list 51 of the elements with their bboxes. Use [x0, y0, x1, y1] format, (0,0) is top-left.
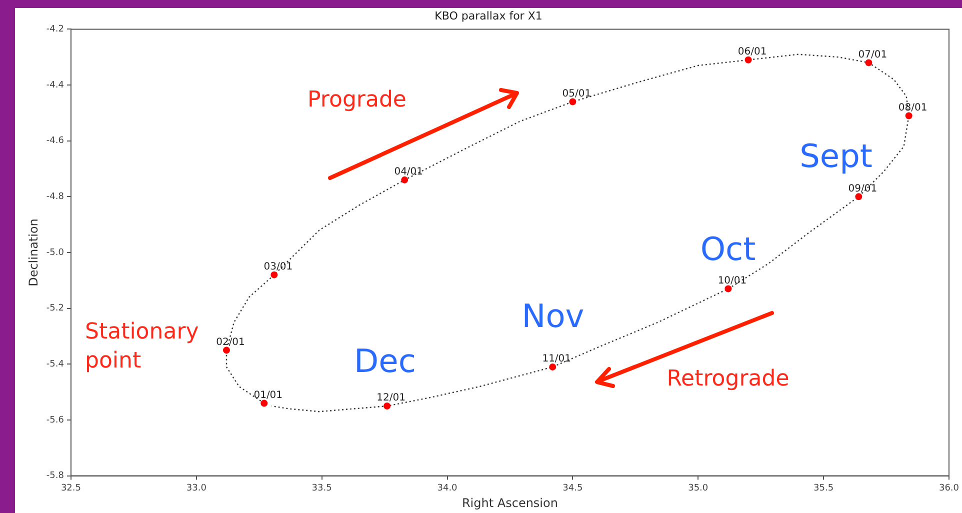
annotation: Nov [522, 296, 584, 338]
point [401, 176, 408, 184]
point [855, 193, 862, 200]
point [222, 346, 230, 354]
point [905, 112, 912, 120]
point [270, 271, 278, 278]
point [744, 56, 752, 64]
point [724, 285, 732, 292]
data-label: 05/01 [562, 88, 592, 100]
data-label: 03/01 [264, 261, 293, 272]
y-tick-label: -5.2 [46, 304, 64, 314]
annotation: Oct [700, 229, 756, 270]
x-tick-label: 34.5 [562, 484, 583, 494]
point [549, 363, 556, 370]
x-tick-label: 36.0 [938, 484, 960, 494]
y-tick-label: -4.8 [46, 192, 64, 202]
data-label: 02/01 [216, 336, 245, 348]
data-label: 06/01 [738, 46, 767, 58]
chart-title: KBO parallax for X1 [434, 9, 542, 22]
y-tick-label: -5.8 [46, 471, 64, 482]
y-axis-title: Declination [26, 218, 40, 286]
point [569, 98, 576, 106]
data-label: 07/01 [858, 49, 888, 60]
y-tick-label: -4.4 [46, 80, 64, 90]
y-tick-label: -4.2 [46, 24, 64, 35]
x-tick-label: 35.5 [814, 484, 834, 494]
x-tick-label: 33.5 [312, 484, 332, 494]
x-tick-label: 33.0 [186, 484, 207, 494]
x-axis-title: Right Ascension [462, 496, 558, 510]
data-label: 10/01 [718, 275, 747, 286]
annotation: Prograde [308, 86, 406, 115]
x-tick-label: 32.5 [60, 484, 81, 494]
y-tick-label: -5.6 [46, 415, 64, 426]
point [384, 402, 391, 410]
data-label: 08/01 [898, 102, 928, 114]
annotation: Sept [800, 136, 872, 178]
y-tick-label: -5.0 [46, 248, 64, 258]
annotation: Retrograde [666, 366, 790, 394]
x-tick-label: 35.0 [688, 484, 708, 494]
data-label: 04/01 [394, 166, 424, 178]
data-label: 09/01 [848, 183, 878, 194]
data-label: 01/01 [254, 390, 283, 401]
annotation: Stationary point [85, 319, 199, 373]
annotation: Dec [354, 341, 416, 382]
y-tick-label: -4.6 [46, 136, 64, 146]
data-label: 12/01 [376, 392, 406, 404]
point [865, 59, 872, 66]
y-tick-label: -5.4 [46, 359, 64, 370]
x-tick-label: 34.0 [437, 484, 458, 494]
data-label: 11/01 [542, 354, 572, 365]
point [260, 400, 268, 407]
